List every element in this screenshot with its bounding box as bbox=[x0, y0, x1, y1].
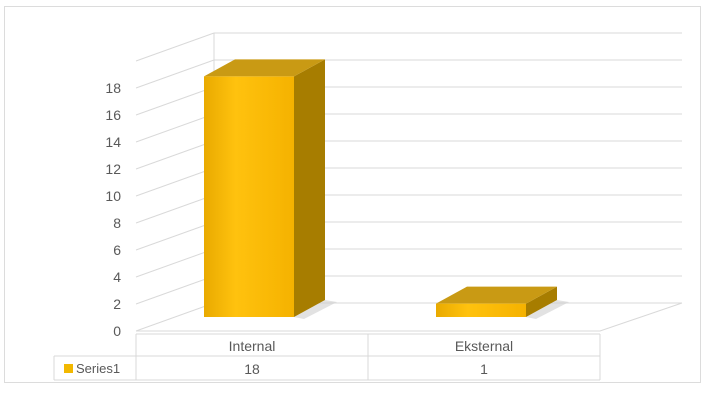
bar-internal bbox=[204, 59, 337, 319]
y-tick-label-0: 0 bbox=[113, 323, 121, 339]
floor-edge bbox=[136, 302, 683, 332]
chart-border bbox=[4, 6, 701, 383]
bar-side bbox=[526, 286, 557, 317]
table-value-internal: 18 bbox=[244, 361, 260, 377]
legend-label: Series1 bbox=[76, 361, 120, 376]
bar-top bbox=[204, 59, 325, 77]
gridline-side-0 bbox=[135, 302, 215, 332]
legend-swatch bbox=[64, 364, 73, 373]
y-tick-label-14: 14 bbox=[105, 134, 121, 150]
data-table: Internal 18 Eksternal 1 Series1 bbox=[53, 333, 601, 381]
gridline-side-8 bbox=[135, 194, 215, 224]
bar-top bbox=[436, 286, 557, 304]
y-axis: 0 2 4 6 8 10 12 14 16 18 bbox=[105, 80, 121, 339]
bar-front bbox=[436, 303, 526, 317]
y-tick-label-12: 12 bbox=[105, 161, 121, 177]
gridline-side-2 bbox=[135, 275, 215, 305]
y-tick-label-2: 2 bbox=[113, 296, 121, 312]
bar-eksternal bbox=[436, 286, 569, 319]
gridline-side-18 bbox=[135, 59, 215, 89]
gridline-side-10 bbox=[135, 167, 215, 197]
bars-layer bbox=[204, 59, 569, 319]
gridline-side-12 bbox=[135, 140, 215, 170]
bar-shadow bbox=[526, 300, 569, 319]
bar-side bbox=[294, 59, 325, 318]
gridline-side-14 bbox=[135, 113, 215, 143]
gridline-side-16 bbox=[135, 86, 215, 116]
category-label-internal: Internal bbox=[229, 338, 276, 354]
gridline-side-top bbox=[135, 32, 215, 62]
bar-front bbox=[204, 76, 294, 318]
y-tick-label-10: 10 bbox=[105, 188, 121, 204]
y-tick-label-8: 8 bbox=[113, 215, 121, 231]
y-tick-label-4: 4 bbox=[113, 269, 121, 285]
gridline-side-4 bbox=[135, 248, 215, 278]
y-tick-label-16: 16 bbox=[105, 107, 121, 123]
gridline-side-6 bbox=[135, 221, 215, 251]
y-tick-label-18: 18 bbox=[105, 80, 121, 96]
bar-shadow bbox=[294, 300, 337, 319]
y-tick-label-6: 6 bbox=[113, 242, 121, 258]
category-label-eksternal: Eksternal bbox=[455, 338, 513, 354]
table-value-eksternal: 1 bbox=[480, 361, 488, 377]
